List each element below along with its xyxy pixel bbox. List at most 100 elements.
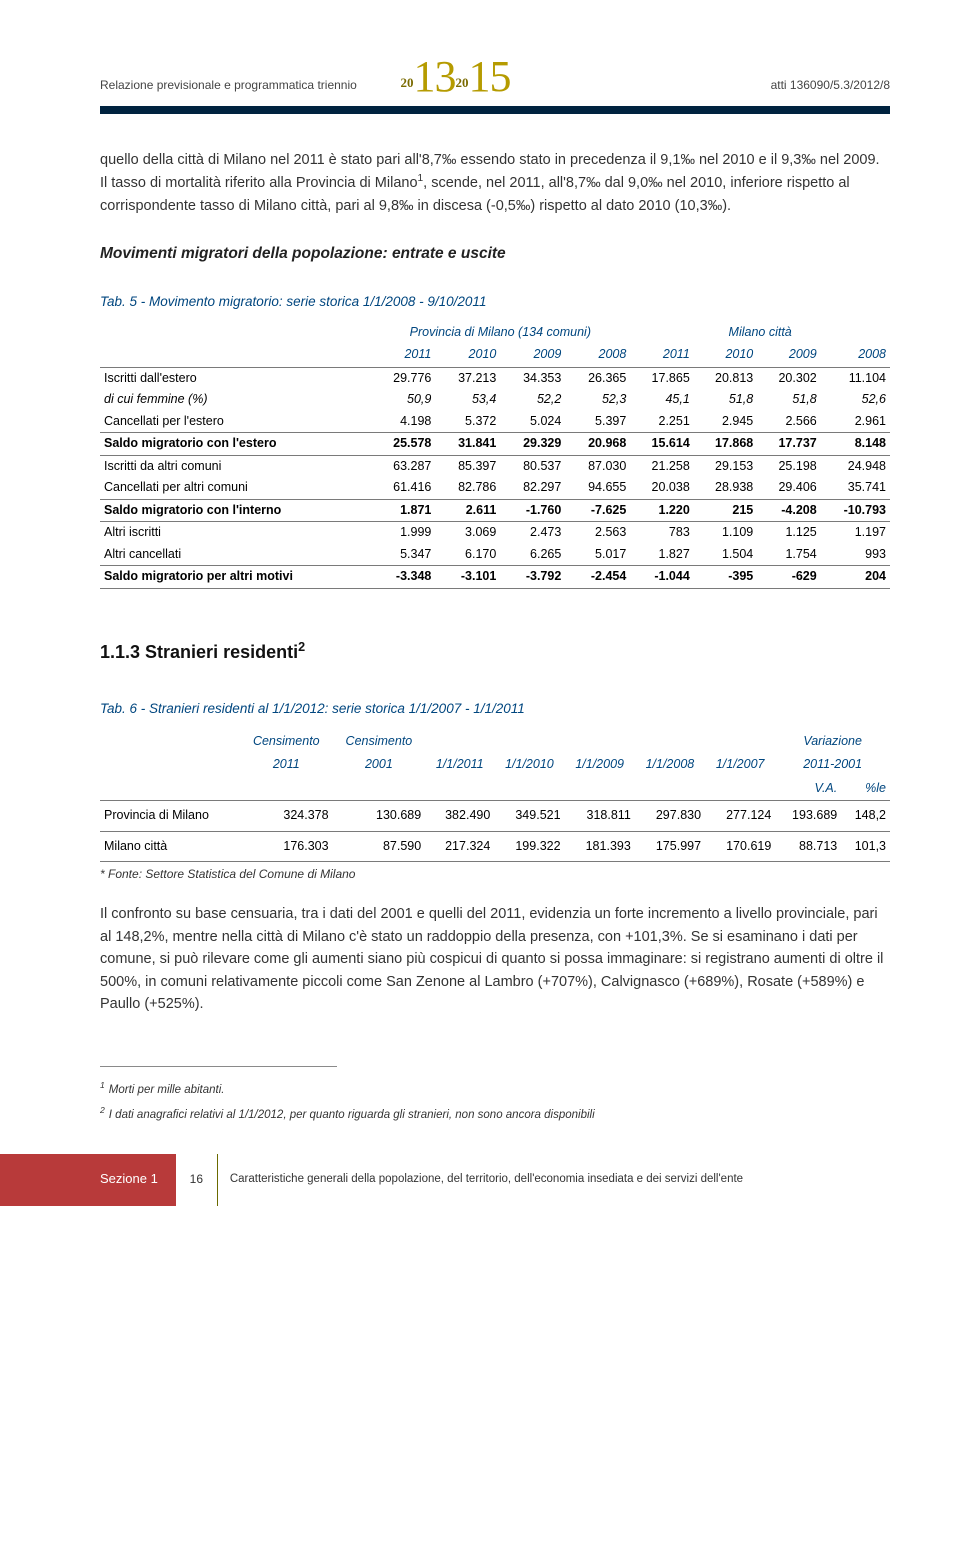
cell-value: 1.827 [630,544,693,566]
cell-value: -395 [694,566,757,589]
cell-value: 382.490 [425,801,494,832]
tab5-year-col: 2010 [435,344,500,367]
cell-value: 8.148 [821,433,890,456]
cell-value: 53,4 [435,389,500,411]
cell-value: 25.198 [757,455,820,477]
cell-value: 5.347 [370,544,435,566]
tab6-head: Censimento [240,729,333,754]
cell-value: 51,8 [757,389,820,411]
table-row: Saldo migratorio con l'estero25.57831.84… [100,433,890,456]
footnote-1: 1Morti per mille abitanti. [100,1079,890,1099]
tab6-caption: Tab. 6 - Stranieri residenti al 1/1/2012… [100,700,890,719]
cell-value: 1.754 [757,544,820,566]
cell-value: 26.365 [565,367,630,389]
header-logo: 20132015 [401,64,511,102]
cell-value: 29.329 [500,433,565,456]
tab6-head: 2011-2001 [775,753,890,777]
cell-value: 324.378 [240,801,333,832]
table-tab5: Provincia di Milano (134 comuni) Milano … [100,322,890,589]
cell-value: 6.265 [500,544,565,566]
table-row: Iscritti dall'estero29.77637.21334.35326… [100,367,890,389]
cell-value: 52,6 [821,389,890,411]
tab6-head: Censimento [333,729,426,754]
cell-value: 2.566 [757,411,820,433]
cell-value: 29.776 [370,367,435,389]
section-heading-113: 1.1.3 Stranieri residenti2 [100,639,890,665]
row-label: Saldo migratorio con l'estero [100,433,370,456]
header-left: Relazione previsionale e programmatica t… [100,77,357,100]
cell-value: 2.251 [630,411,693,433]
cell-value: 28.938 [694,477,757,499]
table-row: Cancellati per altri comuni61.41682.7868… [100,477,890,499]
cell-value: 1.504 [694,544,757,566]
cell-value: 50,9 [370,389,435,411]
tab6-head: V.A. [775,777,841,801]
cell-value: -7.625 [565,499,630,522]
cell-value: 45,1 [630,389,693,411]
cell-value: 20.038 [630,477,693,499]
tab5-year-col: 2011 [630,344,693,367]
cell-value: 5.372 [435,411,500,433]
cell-value: -1.044 [630,566,693,589]
tab5-caption: Tab. 5 - Movimento migratorio: serie sto… [100,293,890,312]
cell-value: 181.393 [565,831,635,862]
cell-value: 349.521 [494,801,564,832]
tab5-year-col: 2009 [757,344,820,367]
cell-value: -3.792 [500,566,565,589]
cell-value: 51,8 [694,389,757,411]
cell-value: 2.945 [694,411,757,433]
tab5-year-col: 2011 [370,344,435,367]
tab5-year-col: 2010 [694,344,757,367]
row-label: Altri cancellati [100,544,370,566]
cell-value: 5.024 [500,411,565,433]
tab5-group2: Milano città [630,322,890,345]
cell-value: 1.125 [757,522,820,544]
cell-value: 199.322 [494,831,564,862]
cell-value: 29.153 [694,455,757,477]
row-label: Iscritti dall'estero [100,367,370,389]
cell-value: 3.069 [435,522,500,544]
cell-value: 25.578 [370,433,435,456]
cell-value: 80.537 [500,455,565,477]
cell-value: -10.793 [821,499,890,522]
cell-value: -2.454 [565,566,630,589]
cell-value: 148,2 [841,801,890,832]
cell-value: 6.170 [435,544,500,566]
cell-value: 37.213 [435,367,500,389]
cell-value: 4.198 [370,411,435,433]
page-header: Relazione previsionale e programmatica t… [100,40,890,100]
cell-value: 17.865 [630,367,693,389]
table-row: Provincia di Milano324.378130.689382.490… [100,801,890,832]
cell-value: 5.397 [565,411,630,433]
cell-value: 1.109 [694,522,757,544]
table-row: Altri iscritti1.9993.0692.4732.5637831.1… [100,522,890,544]
row-label: Cancellati per l'estero [100,411,370,433]
cell-value: 35.741 [821,477,890,499]
cell-value: 101,3 [841,831,890,862]
cell-value: 82.297 [500,477,565,499]
cell-value: 170.619 [705,831,775,862]
cell-value: -3.348 [370,566,435,589]
tab6-head: 1/1/2010 [494,753,564,777]
cell-value: 1.871 [370,499,435,522]
table-row: Saldo migratorio con l'interno1.8712.611… [100,499,890,522]
table-tab6: CensimentoCensimentoVariazione 201120011… [100,729,890,863]
footnote-ref-2: 2 [298,640,305,654]
tab6-head: 2001 [333,753,426,777]
cell-value: 783 [630,522,693,544]
header-right: atti 136090/5.3/2012/8 [771,77,890,100]
cell-value: 1.999 [370,522,435,544]
cell-value: 87.590 [333,831,426,862]
cell-value: 85.397 [435,455,500,477]
table-row: Milano città176.30387.590217.324199.3221… [100,831,890,862]
row-label: Provincia di Milano [100,801,240,832]
table-row: Iscritti da altri comuni63.28785.39780.5… [100,455,890,477]
tab5-year-col: 2009 [500,344,565,367]
row-label: Saldo migratorio per altri motivi [100,566,370,589]
cell-value: 175.997 [635,831,705,862]
footnote-2: 2I dati anagrafici relativi al 1/1/2012,… [100,1104,890,1124]
cell-value: 277.124 [705,801,775,832]
cell-value: 29.406 [757,477,820,499]
cell-value: 52,3 [565,389,630,411]
cell-value: 88.713 [775,831,841,862]
